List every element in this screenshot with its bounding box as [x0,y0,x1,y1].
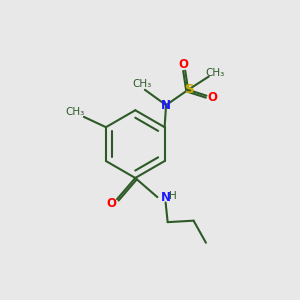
Text: O: O [106,197,116,210]
Text: CH₃: CH₃ [206,68,225,78]
Text: H: H [169,190,176,201]
Text: O: O [179,58,189,71]
Text: O: O [207,91,217,103]
Text: S: S [185,83,194,96]
Text: CH₃: CH₃ [132,80,152,89]
Text: N: N [161,99,171,112]
Text: N: N [160,191,171,204]
Text: CH₃: CH₃ [65,107,85,118]
